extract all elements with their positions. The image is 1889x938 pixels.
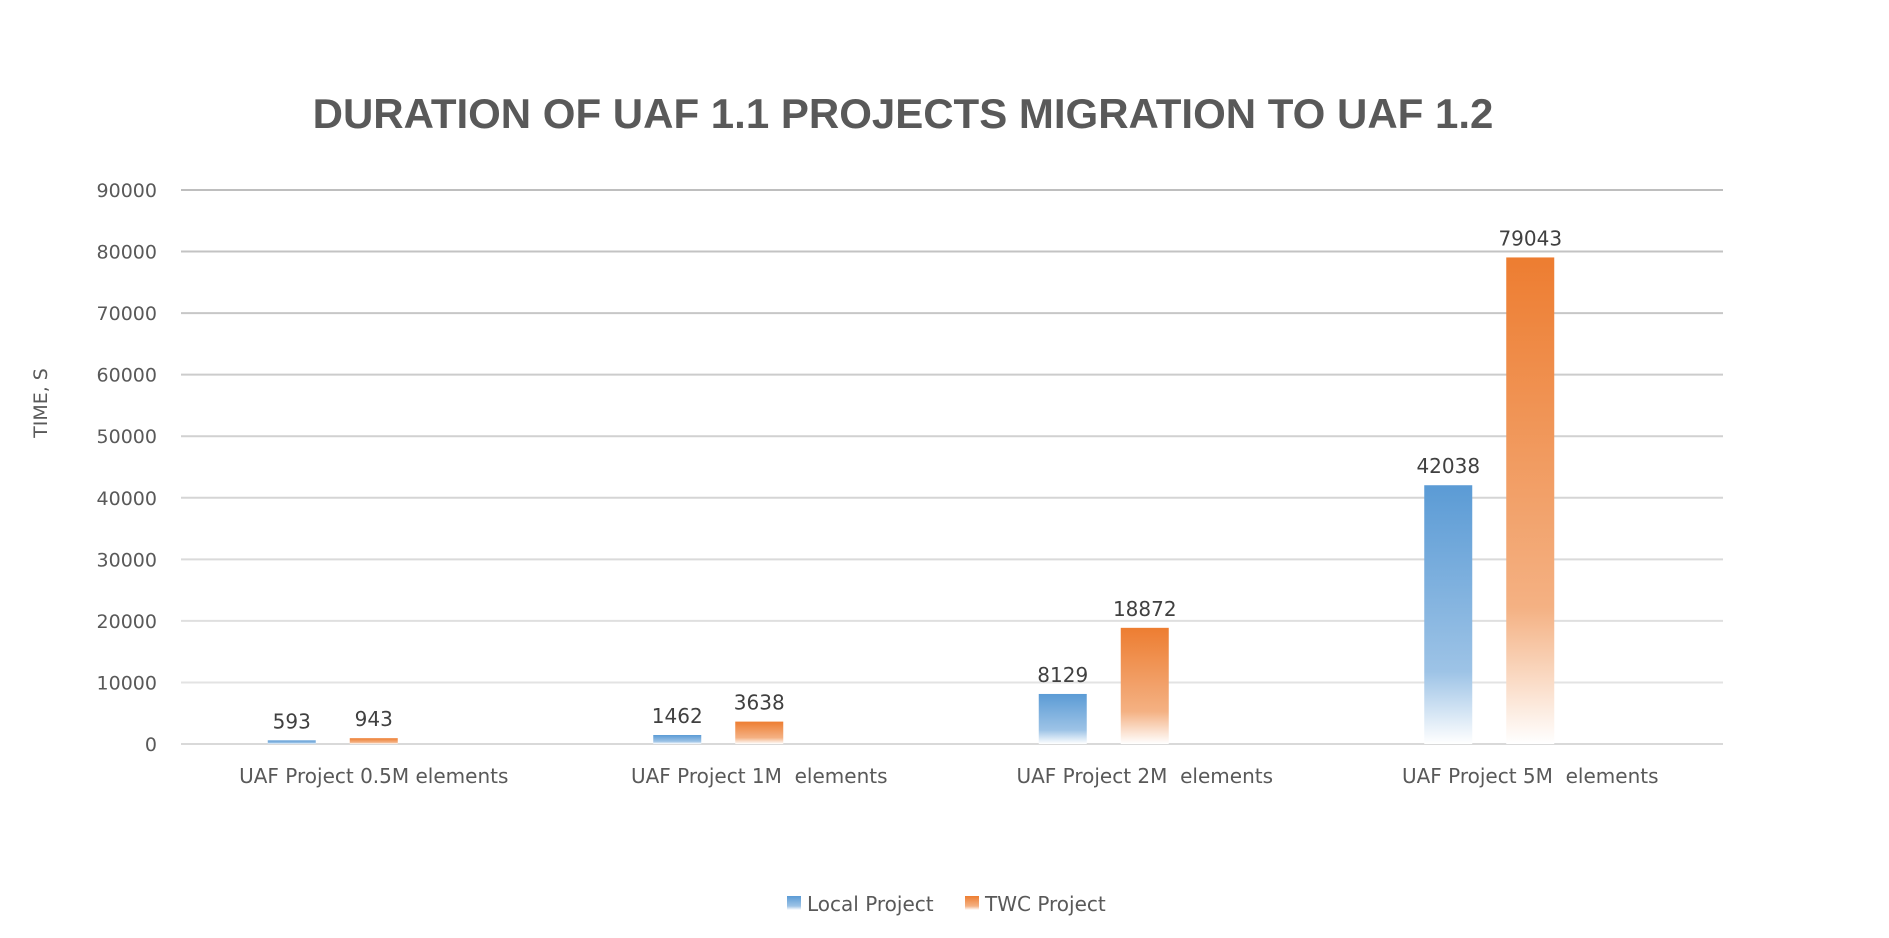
y-tick-label: 80000 <box>97 242 157 264</box>
bars <box>267 257 1555 744</box>
y-tick-label: 60000 <box>97 365 157 387</box>
bar-twc-project <box>735 721 784 744</box>
data-label: 1462 <box>652 704 703 728</box>
data-labels: 593 1462 8129 42038 943 3638 18872 79043 <box>273 226 1562 733</box>
x-tick-label: UAF Project 0.5M elements <box>239 764 508 788</box>
y-tick-label: 20000 <box>97 611 157 633</box>
legend-item-twc-project[interactable]: TWC Project <box>965 892 1106 916</box>
x-axis-ticks: UAF Project 0.5M elements UAF Project 1M … <box>239 764 1658 788</box>
data-label: 42038 <box>1416 454 1480 478</box>
y-tick-label: 10000 <box>97 672 157 694</box>
legend: Local Project TWC Project <box>787 892 1106 916</box>
x-tick-label: UAF Project 1M elements <box>631 764 888 788</box>
legend-swatch-icon <box>787 896 801 910</box>
bar-local-project <box>1038 693 1087 744</box>
y-tick-label: 30000 <box>97 549 157 571</box>
bar-twc-project <box>1120 627 1169 744</box>
y-axis-ticks: 0 10000 20000 30000 40000 50000 60000 70000 8000… <box>97 180 157 756</box>
bar-local-project <box>1424 485 1473 744</box>
y-tick-label: 90000 <box>97 180 157 202</box>
bar-local-project <box>267 740 316 744</box>
legend-item-local-project[interactable]: Local Project <box>787 892 934 916</box>
bar-twc-project <box>1506 257 1555 744</box>
data-label: 943 <box>355 707 393 731</box>
gridlines <box>181 189 1723 745</box>
legend-label: TWC Project <box>984 892 1106 916</box>
y-tick-label: 70000 <box>97 303 157 325</box>
x-tick-label: UAF Project 2M elements <box>1016 764 1273 788</box>
y-tick-label: 40000 <box>97 488 157 510</box>
legend-label: Local Project <box>807 892 934 916</box>
chart-title: DURATION OF UAF 1.1 PROJECTS MIGRATION T… <box>313 90 1494 137</box>
bar-twc-project <box>349 738 398 744</box>
x-tick-label: UAF Project 5M elements <box>1402 764 1659 788</box>
data-label: 18872 <box>1113 597 1177 621</box>
y-tick-label: 50000 <box>97 426 157 448</box>
bar-local-project <box>653 735 702 744</box>
y-tick-label: 0 <box>145 734 157 756</box>
data-label: 3638 <box>734 691 785 715</box>
data-label: 79043 <box>1498 226 1562 250</box>
y-axis-label: TIME, S <box>30 368 52 439</box>
data-label: 593 <box>273 709 311 733</box>
data-label: 8129 <box>1037 663 1088 687</box>
legend-swatch-icon <box>965 896 979 910</box>
